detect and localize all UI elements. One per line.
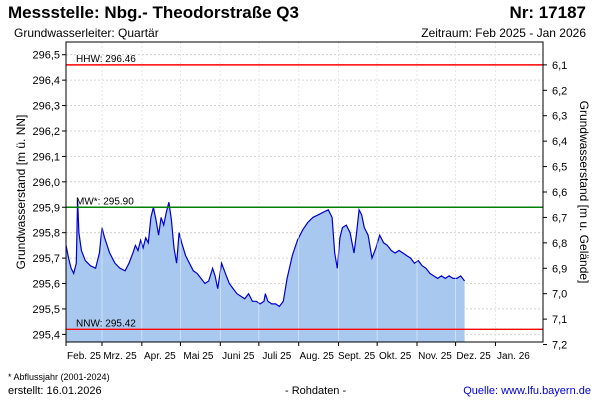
reference-line-label: NNW: 295.42 (76, 318, 136, 329)
y-right-tick-label: 6,4 (552, 136, 567, 148)
water-level-line (65, 199, 466, 308)
x-tick-label: Juni 25 (222, 351, 255, 362)
x-tick-label: Jan. 26 (497, 351, 530, 362)
y-tick-label: 296,5 (32, 50, 60, 62)
y-tick-label: 295,6 (32, 279, 60, 291)
footnote: * Abflussjahr (2001-2024) (8, 372, 110, 382)
period-label: Zeitraum: Feb 2025 - Jan 2026 (421, 26, 586, 40)
y-right-tick-label: 6,9 (552, 263, 567, 275)
y-tick-label: 295,4 (32, 329, 60, 341)
x-tick-label: Apr. 25 (144, 351, 176, 362)
source-link[interactable]: Quelle: www.lfu.bayern.de (463, 385, 591, 397)
y-tick-label: 295,9 (32, 202, 60, 214)
y-tick-label: 296,3 (32, 101, 60, 113)
y-axis-title: Grundwasserstand [m ü. NN] (14, 115, 28, 270)
x-tick-label: Dez. 25 (456, 351, 491, 362)
station-number: Nr: 17187 (509, 3, 586, 22)
y-right-tick-label: 6,6 (552, 187, 567, 199)
x-tick-label: Mai 25 (183, 351, 213, 362)
raw-data-label: - Rohdaten - (285, 385, 347, 397)
x-tick-label: Okt. 25 (379, 351, 412, 362)
reference-line-label: HHW: 296.46 (76, 54, 136, 65)
y-tick-label: 296,2 (32, 126, 60, 138)
x-tick-label: Sept. 25 (338, 351, 376, 362)
aquifer-label: Grundwasserleiter: Quartär (14, 26, 159, 40)
x-tick-label: Juli 25 (262, 351, 291, 362)
station-title: Messstelle: Nbg.- Theodorstraße Q3 (8, 3, 299, 22)
y-right-tick-label: 7,1 (552, 314, 567, 326)
x-tick-label: Feb. 25 (67, 351, 101, 362)
y-right-tick-label: 6,2 (552, 85, 567, 97)
x-tick-label: Mrz. 25 (103, 351, 137, 362)
x-tick-label: Nov. 25 (418, 351, 452, 362)
y-right-tick-label: 6,5 (552, 162, 567, 174)
y-axis-title-right: Grundwasserstand [m u. Gelände] (577, 101, 591, 284)
y-tick-label: 295,8 (32, 228, 60, 240)
y-right-tick-label: 6,8 (552, 238, 567, 250)
y-right-tick-label: 6,7 (552, 212, 567, 224)
y-right-tick-label: 7,0 (552, 289, 567, 301)
y-right-tick-label: 7,2 (552, 340, 567, 352)
y-tick-label: 295,7 (32, 253, 60, 265)
plot-frame (65, 41, 544, 343)
y-tick-label: 296,1 (32, 151, 60, 163)
y-right-tick-label: 6,1 (552, 60, 567, 72)
y-tick-label: 296,0 (32, 177, 60, 189)
water-level-area (66, 199, 465, 342)
reference-line-label: MW*: 295.90 (76, 196, 134, 207)
y-tick-label: 296,4 (32, 75, 60, 87)
y-tick-label: 295,5 (32, 304, 60, 316)
created-date: erstellt: 16.01.2026 (8, 385, 102, 397)
x-tick-label: Aug. 25 (299, 351, 334, 362)
y-right-tick-label: 6,3 (552, 111, 567, 123)
